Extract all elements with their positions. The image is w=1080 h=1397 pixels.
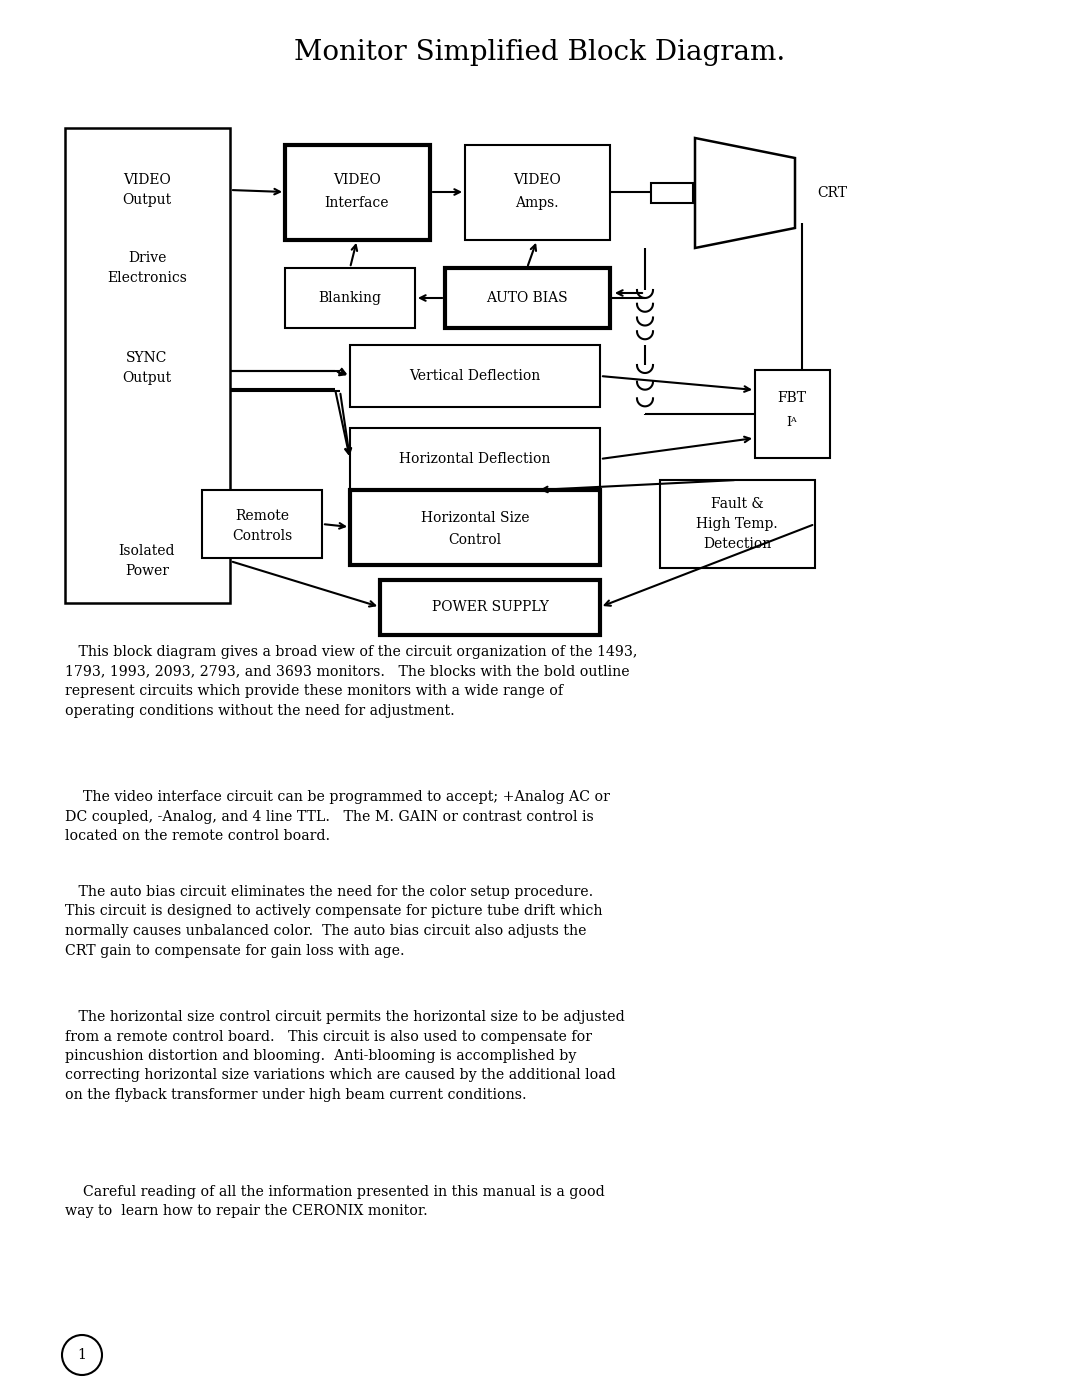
Text: VIDEO: VIDEO: [513, 173, 561, 187]
Bar: [285, 145, 430, 240]
Text: AUTO BIAS: AUTO BIAS: [486, 291, 568, 305]
Text: VIDEO: VIDEO: [333, 173, 381, 187]
Text: Monitor Simplified Block Diagram.: Monitor Simplified Block Diagram.: [295, 39, 785, 66]
Text: Blanking: Blanking: [319, 291, 381, 305]
Bar: [445, 268, 610, 328]
Bar: [380, 580, 600, 636]
Text: Drive: Drive: [127, 251, 166, 265]
Text: The auto bias circuit eliminates the need for the color setup procedure.
This ci: The auto bias circuit eliminates the nee…: [65, 886, 603, 957]
Text: Horizontal Deflection: Horizontal Deflection: [400, 453, 551, 467]
Bar: [651, 183, 693, 203]
Text: Isolated: Isolated: [119, 543, 175, 557]
Bar: [350, 345, 600, 407]
Bar: [350, 490, 600, 564]
Text: VIDEO: VIDEO: [123, 173, 171, 187]
Text: Power: Power: [125, 564, 168, 578]
Text: Output: Output: [122, 193, 172, 207]
Text: Electronics: Electronics: [107, 271, 187, 285]
Text: Iᴬ: Iᴬ: [786, 415, 797, 429]
Bar: [285, 268, 415, 328]
Bar: [350, 427, 600, 490]
Text: Horizontal Size: Horizontal Size: [421, 511, 529, 525]
Text: Controls: Controls: [232, 529, 292, 543]
Text: Careful reading of all the information presented in this manual is a good
way to: Careful reading of all the information p…: [65, 1185, 605, 1218]
Text: The horizontal size control circuit permits the horizontal size to be adjusted
f: The horizontal size control circuit perm…: [65, 1010, 624, 1102]
Text: CRT: CRT: [816, 186, 847, 200]
Text: Vertical Deflection: Vertical Deflection: [409, 369, 541, 383]
Text: 1: 1: [78, 1348, 86, 1362]
Bar: [755, 370, 831, 458]
Text: Detection: Detection: [703, 536, 771, 550]
Text: Remote: Remote: [235, 509, 289, 522]
Bar: [65, 129, 230, 604]
Text: Amps.: Amps.: [515, 196, 558, 210]
Text: POWER SUPPLY: POWER SUPPLY: [432, 599, 549, 615]
Bar: [202, 490, 322, 557]
Text: Fault &: Fault &: [711, 497, 764, 511]
Text: The video interface circuit can be programmed to accept; +Analog AC or
DC couple: The video interface circuit can be progr…: [65, 789, 610, 842]
Text: FBT: FBT: [778, 391, 807, 405]
Text: SYNC: SYNC: [126, 351, 167, 365]
Text: High Temp.: High Temp.: [697, 517, 778, 531]
Text: Output: Output: [122, 372, 172, 386]
Bar: [465, 145, 610, 240]
Text: Control: Control: [448, 534, 501, 548]
Text: Interface: Interface: [325, 196, 389, 210]
Text: This block diagram gives a broad view of the circuit organization of the 1493,
1: This block diagram gives a broad view of…: [65, 645, 637, 718]
Bar: [660, 481, 815, 569]
